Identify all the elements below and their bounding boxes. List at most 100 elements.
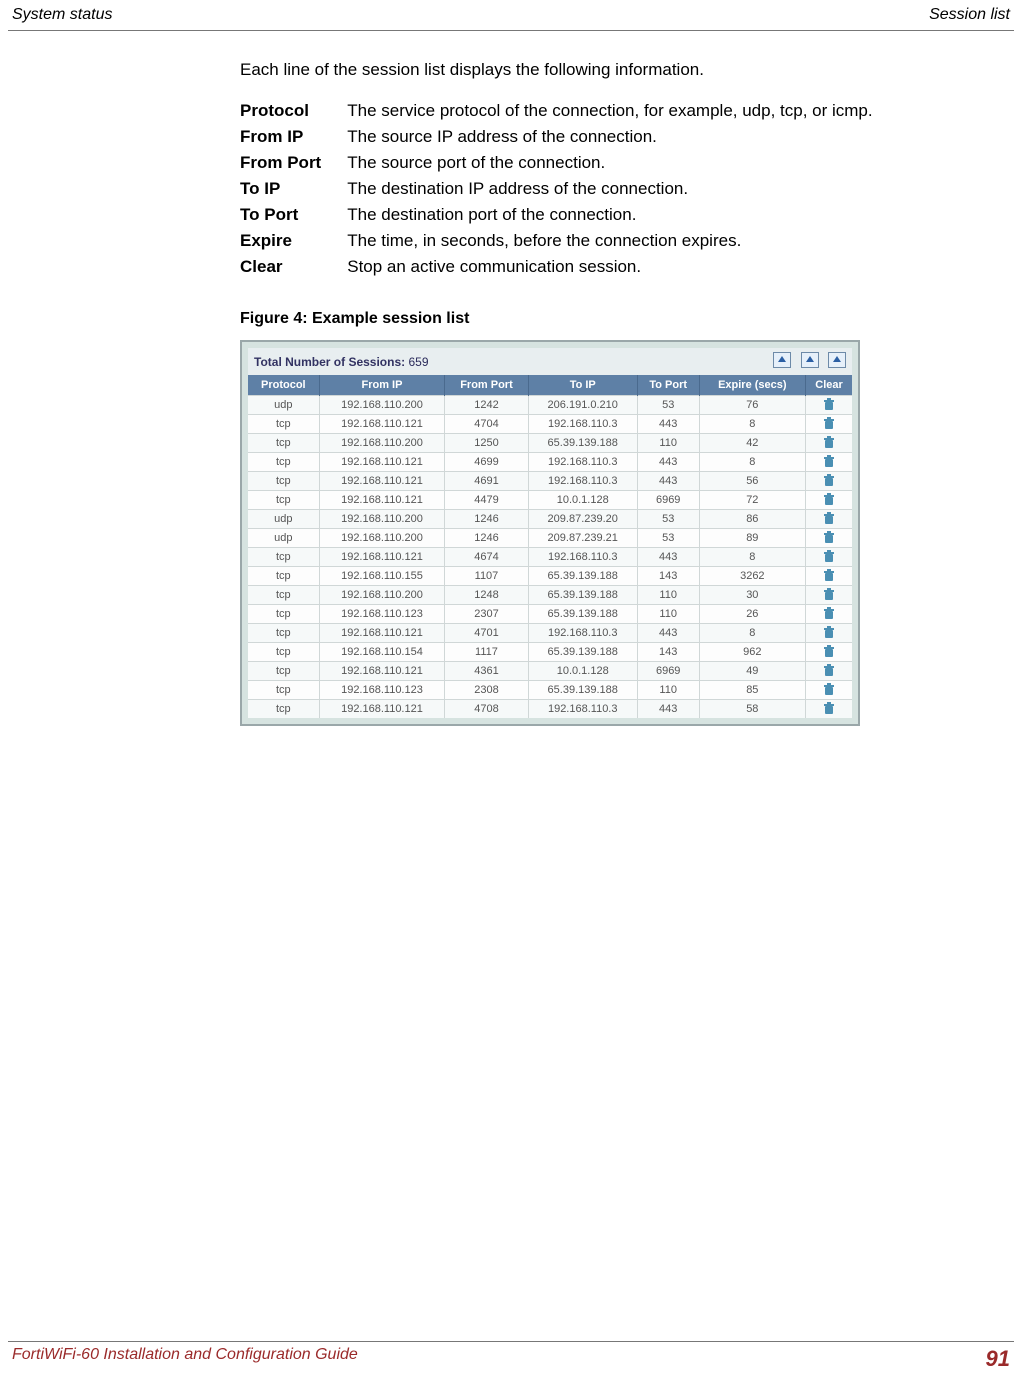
- definition-desc: The destination port of the connection.: [347, 202, 872, 228]
- session-cell: 86: [699, 510, 805, 529]
- header-left: System status: [12, 6, 112, 24]
- clear-session-icon[interactable]: [806, 529, 852, 548]
- session-cell: 65.39.139.188: [528, 605, 637, 624]
- clear-session-icon[interactable]: [806, 605, 852, 624]
- session-cell: 192.168.110.121: [319, 548, 445, 567]
- session-column-header: To IP: [528, 375, 637, 396]
- definition-row: To IPThe destination IP address of the c…: [240, 176, 873, 202]
- session-cell: 443: [637, 472, 699, 491]
- session-cell: 192.168.110.121: [319, 491, 445, 510]
- session-cell: 206.191.0.210: [528, 396, 637, 415]
- definitions-table: ProtocolThe service protocol of the conn…: [240, 98, 873, 280]
- session-cell: 53: [637, 529, 699, 548]
- session-cell: tcp: [248, 453, 319, 472]
- session-row: tcp192.168.110.1214691192.168.110.344356: [248, 472, 852, 491]
- session-cell: 192.168.110.121: [319, 415, 445, 434]
- session-row: tcp192.168.110.1214701192.168.110.34438: [248, 624, 852, 643]
- clear-session-icon[interactable]: [806, 567, 852, 586]
- session-cell: 2308: [445, 681, 528, 700]
- clear-session-icon[interactable]: [806, 624, 852, 643]
- header-right: Session list: [929, 6, 1010, 24]
- page-first-icon[interactable]: [773, 352, 791, 368]
- footer-rule: [8, 1341, 1014, 1342]
- session-cell: tcp: [248, 681, 319, 700]
- session-cell: 1250: [445, 434, 528, 453]
- clear-session-icon[interactable]: [806, 491, 852, 510]
- clear-session-icon[interactable]: [806, 434, 852, 453]
- clear-session-icon[interactable]: [806, 453, 852, 472]
- session-cell: 192.168.110.3: [528, 415, 637, 434]
- session-cell: 85: [699, 681, 805, 700]
- session-cell: 192.168.110.200: [319, 434, 445, 453]
- session-cell: 3262: [699, 567, 805, 586]
- clear-session-icon[interactable]: [806, 415, 852, 434]
- clear-session-icon[interactable]: [806, 548, 852, 567]
- page-prev-icon[interactable]: [801, 352, 819, 368]
- session-cell: udp: [248, 396, 319, 415]
- session-cell: 192.168.110.155: [319, 567, 445, 586]
- session-row: tcp192.168.110.121447910.0.1.128696972: [248, 491, 852, 510]
- definition-desc: The destination IP address of the connec…: [347, 176, 872, 202]
- session-row: tcp192.168.110.1214704192.168.110.34438: [248, 415, 852, 434]
- session-cell: 192.168.110.121: [319, 453, 445, 472]
- figure-caption: Figure 4: Example session list: [240, 310, 992, 328]
- footer-left: FortiWiFi-60 Installation and Configurat…: [12, 1346, 358, 1364]
- session-cell: 89: [699, 529, 805, 548]
- session-column-header: To Port: [637, 375, 699, 396]
- session-cell: 10.0.1.128: [528, 662, 637, 681]
- session-cell: 192.168.110.200: [319, 510, 445, 529]
- session-cell: 1117: [445, 643, 528, 662]
- session-cell: 58: [699, 700, 805, 719]
- clear-session-icon[interactable]: [806, 662, 852, 681]
- session-cell: 1242: [445, 396, 528, 415]
- session-cell: 192.168.110.121: [319, 624, 445, 643]
- definition-term: From Port: [240, 150, 347, 176]
- session-cell: 42: [699, 434, 805, 453]
- session-column-header: Protocol: [248, 375, 319, 396]
- main-content: Each line of the session list displays t…: [240, 60, 992, 726]
- clear-session-icon[interactable]: [806, 472, 852, 491]
- session-cell: 76: [699, 396, 805, 415]
- session-column-header: Clear: [806, 375, 852, 396]
- session-cell: tcp: [248, 567, 319, 586]
- session-cell: 65.39.139.188: [528, 681, 637, 700]
- session-cell: 30: [699, 586, 805, 605]
- clear-session-icon[interactable]: [806, 586, 852, 605]
- definition-term: To Port: [240, 202, 347, 228]
- clear-session-icon[interactable]: [806, 681, 852, 700]
- session-cell: tcp: [248, 491, 319, 510]
- session-cell: 4479: [445, 491, 528, 510]
- session-cell: 192.168.110.3: [528, 472, 637, 491]
- session-cell: 443: [637, 700, 699, 719]
- session-row: udp192.168.110.2001242206.191.0.2105376: [248, 396, 852, 415]
- clear-session-icon[interactable]: [806, 643, 852, 662]
- session-row: tcp192.168.110.200124865.39.139.18811030: [248, 586, 852, 605]
- session-cell: 53: [637, 510, 699, 529]
- session-cell: 192.168.110.121: [319, 700, 445, 719]
- definition-term: From IP: [240, 124, 347, 150]
- definition-term: Protocol: [240, 98, 347, 124]
- session-cell: 72: [699, 491, 805, 510]
- header-rule: [8, 30, 1014, 31]
- clear-session-icon[interactable]: [806, 700, 852, 719]
- session-cell: 4361: [445, 662, 528, 681]
- session-row: tcp192.168.110.1214674192.168.110.34438: [248, 548, 852, 567]
- session-cell: 1248: [445, 586, 528, 605]
- session-cell: 6969: [637, 662, 699, 681]
- session-cell: 4708: [445, 700, 528, 719]
- session-row: udp192.168.110.2001246209.87.239.205386: [248, 510, 852, 529]
- definition-row: ExpireThe time, in seconds, before the c…: [240, 228, 873, 254]
- session-cell: 49: [699, 662, 805, 681]
- session-cell: 192.168.110.200: [319, 529, 445, 548]
- session-column-header: From Port: [445, 375, 528, 396]
- session-cell: 10.0.1.128: [528, 491, 637, 510]
- definition-desc: Stop an active communication session.: [347, 254, 872, 280]
- page-next-icon[interactable]: [828, 352, 846, 368]
- clear-session-icon[interactable]: [806, 396, 852, 415]
- session-cell: tcp: [248, 548, 319, 567]
- session-cell: 143: [637, 643, 699, 662]
- session-cell: tcp: [248, 586, 319, 605]
- clear-session-icon[interactable]: [806, 510, 852, 529]
- session-row: tcp192.168.110.1214699192.168.110.34438: [248, 453, 852, 472]
- session-cell: 2307: [445, 605, 528, 624]
